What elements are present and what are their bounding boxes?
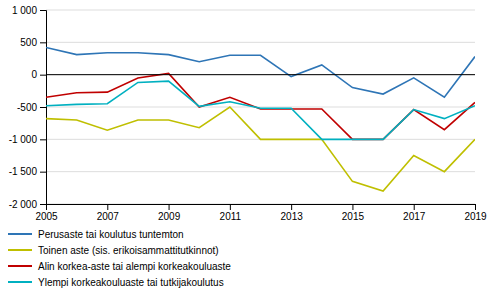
y-tick: -500 (17, 102, 46, 113)
x-tick-mark (475, 204, 476, 210)
legend-label: Toinen aste (sis. erikoisammattitutkinno… (38, 245, 219, 256)
y-tick-mark (40, 172, 46, 173)
y-tick-label: 500 (20, 37, 37, 48)
grid-line (46, 171, 475, 172)
grid (46, 10, 475, 204)
x-tick-mark (291, 204, 292, 210)
y-tick-label: -500 (17, 102, 37, 113)
y-tick-mark (40, 10, 46, 11)
x-tick-mark (169, 204, 170, 210)
series-line (46, 107, 475, 191)
grid-line (46, 10, 475, 11)
x-tick-label: 2005 (35, 211, 58, 222)
y-tick-mark (40, 75, 46, 76)
x-tick-label: 2015 (342, 211, 365, 222)
legend-label: Alin korkea-aste tai alempi korkeakoulua… (38, 261, 231, 272)
y-tick-mark (40, 204, 46, 205)
y-tick: 500 (20, 37, 46, 48)
series-line (46, 81, 475, 139)
legend-label: Ylempi korkeakouluaste tai tutkijakoulut… (38, 277, 224, 288)
y-tick-label: -1 000 (9, 134, 38, 145)
x-tick-mark (352, 204, 353, 210)
x-axis-line (47, 205, 476, 211)
y-tick: -1 000 (9, 134, 46, 145)
x-tick-mark (414, 204, 415, 210)
grid-line (46, 42, 475, 43)
x-tick-label: 2009 (158, 211, 181, 222)
legend-swatch (8, 265, 32, 267)
y-tick-label: -2 000 (9, 199, 38, 210)
x-tick-label: 2011 (220, 211, 242, 222)
x-tick: 2005 (35, 204, 58, 222)
y-tick: 0 (31, 69, 46, 80)
grid-line (46, 74, 475, 75)
legend-item: Toinen aste (sis. erikoisammattitutkinno… (8, 245, 219, 256)
legend-item: Alin korkea-aste tai alempi korkeakoulua… (8, 261, 231, 272)
y-tick: -1 500 (9, 166, 46, 177)
grid-line (46, 107, 475, 108)
y-tick: 1 000 (12, 5, 46, 16)
x-tick-label: 2019 (464, 211, 487, 222)
y-tick-label: 1 000 (12, 5, 37, 16)
x-axis: 2005 2007 2009 2011 2013 2015 2017 2019 (35, 204, 487, 222)
legend-swatch (8, 281, 32, 283)
legend: Perusaste tai koulutus tuntemton Toinen a… (8, 229, 231, 288)
legend-swatch (8, 233, 32, 235)
x-tick: 2007 (97, 204, 120, 222)
y-tick-mark (40, 139, 46, 140)
y-tick-mark (40, 42, 46, 43)
x-tick-mark (46, 204, 47, 210)
legend-item: Perusaste tai koulutus tuntemton (8, 229, 184, 240)
zero-line (46, 74, 475, 75)
y-tick-label: -1 500 (9, 166, 38, 177)
y-tick-mark (40, 107, 46, 108)
x-tick-mark (107, 204, 108, 210)
x-tick-label: 2013 (281, 211, 304, 222)
x-tick-label: 2007 (97, 211, 120, 222)
x-tick: 2019 (464, 204, 487, 222)
series-line (46, 73, 475, 139)
chart: -2 000-1 500-1 000-50005001 000200520072… (0, 0, 491, 302)
y-tick-label: 0 (31, 69, 37, 80)
x-tick: 2011 (220, 204, 242, 222)
x-tick: 2015 (342, 204, 365, 222)
y-axis-line (40, 11, 47, 205)
x-tick-label: 2017 (403, 211, 426, 222)
y-tick: -2 000 (9, 199, 46, 210)
plot-area (46, 48, 475, 192)
x-tick: 2009 (158, 204, 181, 222)
legend-swatch (8, 249, 32, 251)
legend-item: Ylempi korkeakouluaste tai tutkijakoulut… (8, 277, 224, 288)
x-tick-mark (230, 204, 231, 210)
x-tick: 2017 (403, 204, 426, 222)
x-tick: 2013 (281, 204, 304, 222)
legend-label: Perusaste tai koulutus tuntemton (38, 229, 184, 240)
y-axis: -2 000 -1 500 -1 000 -500 0 500 1 000 (9, 5, 47, 210)
